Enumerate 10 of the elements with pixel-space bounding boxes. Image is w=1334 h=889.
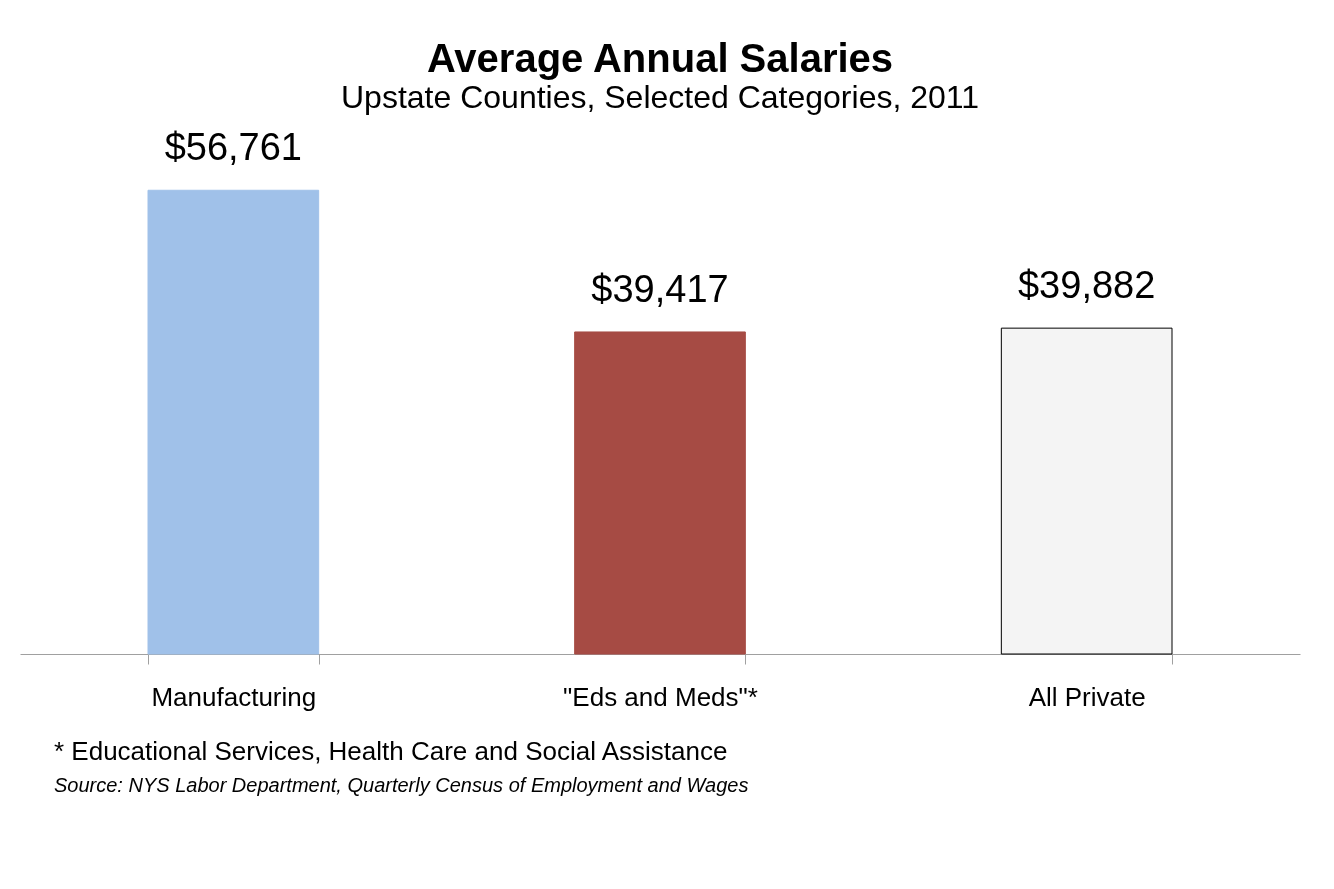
x-tick-label: "Eds and Meds"* <box>563 681 758 712</box>
chart-title: Average Annual Salaries <box>426 36 894 80</box>
data-label: $56,761 <box>164 126 303 169</box>
data-label: $39,417 <box>591 267 729 310</box>
x-tick-label: All Private <box>1028 681 1146 712</box>
chart-subtitle: Upstate Counties, Selected Categories, 2011 <box>340 79 980 115</box>
x-tick-label: Manufacturing <box>151 681 317 712</box>
text: * Educational Services, Health Care and Social Assistance <box>54 736 728 766</box>
source-note: Source: NYS Labor Department, Quarterly Census of Employment and Wages <box>54 774 749 796</box>
data-label: $39,882 <box>1017 264 1156 307</box>
